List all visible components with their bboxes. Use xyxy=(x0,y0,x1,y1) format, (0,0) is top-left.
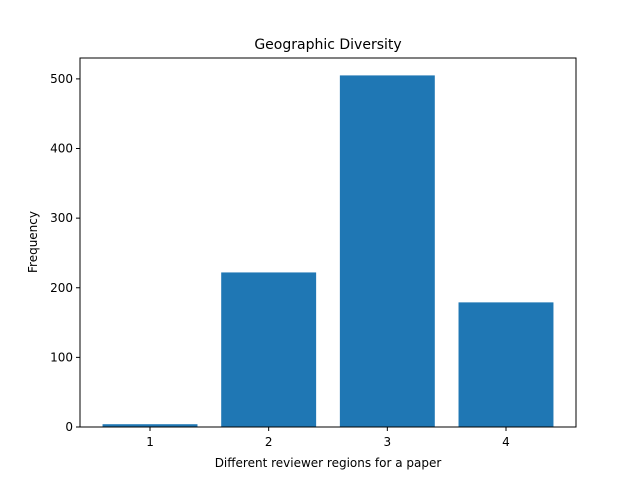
y-tick-label: 500 xyxy=(50,72,73,86)
chart-title: Geographic Diversity xyxy=(254,37,401,53)
y-axis: 0 100 200 300 400 500 xyxy=(50,72,80,434)
y-axis-label: Frequency xyxy=(26,211,40,273)
x-axis: 1 2 3 4 xyxy=(146,427,510,449)
y-tick-label: 0 xyxy=(65,420,73,434)
x-tick-label: 3 xyxy=(384,435,392,449)
bar-1 xyxy=(102,424,198,427)
y-tick-label: 300 xyxy=(50,211,73,225)
x-axis-label: Different reviewer regions for a paper xyxy=(215,456,442,470)
x-tick-label: 1 xyxy=(146,435,154,449)
y-tick-label: 100 xyxy=(50,350,73,364)
bar-4 xyxy=(458,302,554,427)
plot-frame xyxy=(79,57,577,428)
x-tick-label: 2 xyxy=(265,435,273,449)
y-tick-label: 200 xyxy=(50,281,73,295)
bar-3 xyxy=(339,75,435,427)
x-tick-label: 4 xyxy=(502,435,510,449)
bar-2 xyxy=(221,272,317,427)
y-tick-label: 400 xyxy=(50,142,73,156)
bars-group xyxy=(102,75,554,427)
